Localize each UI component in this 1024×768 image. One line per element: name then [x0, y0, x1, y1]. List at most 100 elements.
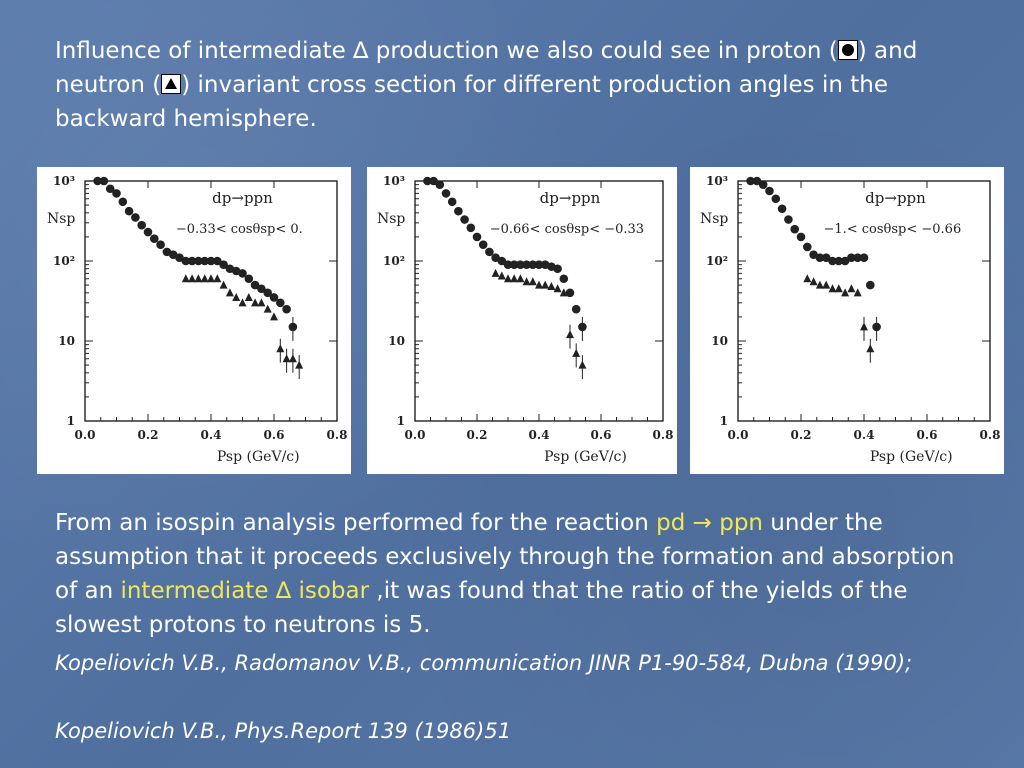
neutron-point — [860, 322, 868, 331]
proton-point — [112, 189, 121, 198]
proton-point — [276, 298, 285, 308]
proton-point — [250, 280, 260, 290]
angle-range-annotation: −0.33< cosθsp< 0. — [176, 222, 303, 237]
proton-point — [206, 256, 216, 266]
intro-part2: production we also could see in proton ( — [368, 38, 838, 64]
proton-point — [175, 253, 184, 262]
neutron-point — [510, 274, 519, 283]
proton-point — [478, 240, 488, 249]
angle-range-annotation: −1.< cosθsp< −0.66 — [823, 222, 961, 237]
x-tick-label: 0.0 — [728, 428, 749, 442]
chart-3-svg: 0.0 0.2 0.4 0.6 0.8 1 10 10² 10³ Nsp Psp (GeV/c) dp… — [700, 174, 1000, 465]
neutron-point — [288, 354, 297, 363]
proton-point — [257, 284, 266, 294]
body-text: From an isospin analysis performed for t… — [55, 506, 955, 642]
proton-point — [269, 293, 279, 302]
neutron-point — [815, 280, 824, 289]
proton-point — [771, 194, 781, 204]
neutron-point — [822, 280, 831, 289]
proton-point — [118, 197, 128, 207]
neutron-point — [194, 274, 203, 283]
y-axis-label: Nsp — [377, 211, 405, 227]
proton-point — [872, 322, 881, 332]
y-tick-label: 10 — [388, 334, 405, 348]
neutron-point — [207, 274, 215, 283]
neutron-point — [181, 274, 190, 283]
neutron-point — [257, 298, 266, 307]
isobar-highlight: intermediate ∆ isobar — [120, 578, 370, 604]
x-tick-label: 0.2 — [791, 428, 812, 442]
proton-point — [454, 206, 463, 216]
proton-point — [777, 204, 787, 214]
proton-point — [244, 274, 254, 284]
neutron-point — [535, 280, 543, 289]
y-tick-label: 10 — [58, 334, 75, 348]
proton-point — [441, 189, 451, 198]
neutron-point — [572, 348, 581, 357]
x-axis-label: Psp (GeV/c) — [217, 449, 300, 465]
x-tick-label: 0.4 — [529, 428, 550, 442]
neutron-point — [200, 274, 209, 283]
proton-point — [758, 180, 768, 189]
proton-point — [137, 220, 146, 230]
plot-frame — [737, 180, 991, 422]
neutron-point — [803, 274, 812, 283]
body-part3: ,it was found that the ratio of the yiel… — [55, 578, 908, 638]
neutron-point — [491, 268, 500, 277]
intro-part1: Influence of intermediate — [55, 38, 354, 64]
proton-point — [840, 256, 850, 266]
neutron-point — [834, 284, 843, 293]
neutron-point — [238, 298, 247, 307]
proton-point — [93, 176, 102, 186]
chart-2-svg: 0.0 0.2 0.4 0.6 0.8 1 10 10² 10³ Nsp Psp (GeV/c) dp… — [377, 174, 673, 465]
proton-point — [288, 322, 298, 332]
neutron-point — [282, 354, 291, 363]
proton-point — [497, 256, 507, 266]
neutron-point — [528, 277, 537, 286]
proton-point — [435, 180, 445, 189]
y-tick-label: 1 — [67, 414, 75, 428]
x-tick-label: 0.8 — [327, 428, 348, 442]
proton-point — [423, 176, 432, 186]
neutron-point — [219, 280, 228, 289]
neutron-point — [522, 277, 531, 286]
proton-point — [187, 256, 197, 266]
body-part1: From an isospin analysis performed for t… — [55, 510, 657, 536]
neutron-point — [566, 330, 574, 339]
proton-point — [263, 288, 272, 298]
x-tick-label: 0.6 — [917, 428, 938, 442]
angle-range-annotation: −0.66< cosθsp< −0.33 — [490, 222, 644, 237]
chart-title: dp→ppn — [865, 189, 926, 207]
neutron-point — [270, 312, 278, 321]
proton-point — [466, 223, 476, 233]
neutron-point — [809, 277, 818, 286]
neutron-point — [225, 288, 234, 297]
neutron-point — [578, 360, 587, 369]
intro-part4: ) invariant cross section for different … — [55, 72, 888, 132]
proton-point — [866, 280, 875, 290]
proton-point — [522, 260, 531, 269]
proton-point — [181, 256, 191, 266]
proton-point — [105, 184, 115, 194]
x-tick-label: 0.0 — [75, 428, 96, 442]
neutron-point — [559, 288, 568, 297]
chart-panel-2: 0.0 0.2 0.4 0.6 0.8 1 10 10² 10³ Nsp Psp (GeV/c) dp… — [367, 167, 677, 474]
reaction-highlight: pd → ppn — [656, 510, 763, 536]
neutron-point — [841, 288, 850, 297]
chart-title: dp→ppn — [540, 189, 601, 207]
delta-symbol: ∆ — [353, 38, 369, 64]
proton-point — [559, 274, 569, 284]
proton-point — [429, 176, 438, 186]
proton-point — [460, 215, 469, 224]
chart-1-svg: 0.0 0.2 0.4 0.6 0.8 1 10 10² 10³ Nsp Psp (GeV/c) dp… — [47, 174, 348, 465]
proton-point — [553, 264, 562, 274]
y-tick-label: 10³ — [53, 174, 75, 188]
proton-point — [200, 256, 209, 266]
proton-point — [528, 260, 538, 269]
proton-point — [99, 176, 109, 186]
neutron-point — [263, 304, 272, 313]
proton-point — [815, 253, 825, 262]
neutron-triangle-icon — [161, 74, 182, 94]
proton-point — [565, 288, 575, 298]
y-tick-label: 10³ — [383, 174, 405, 188]
